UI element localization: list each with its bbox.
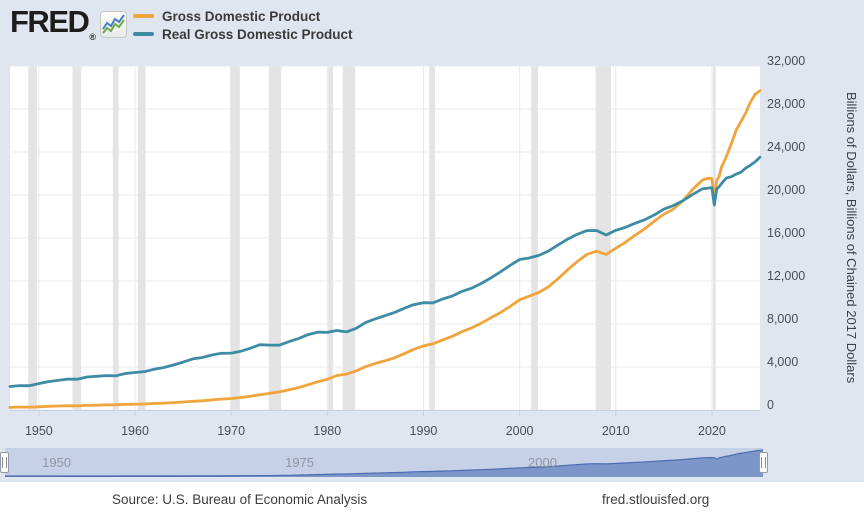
x-axis-tick-label: 1950 xyxy=(24,424,53,438)
recession-band xyxy=(342,66,356,410)
recession-band xyxy=(712,66,716,410)
gdp-chart-plot[interactable] xyxy=(0,0,864,446)
recession-band xyxy=(230,66,240,410)
slider-handle-left[interactable] xyxy=(0,452,9,473)
x-axis-tick-label: 1990 xyxy=(409,424,438,438)
legend: Gross Domestic Product Real Gross Domest… xyxy=(133,7,353,43)
recession-band xyxy=(268,66,282,410)
x-axis-tick-label: 2000 xyxy=(505,424,534,438)
slider-year-label: 2000 xyxy=(528,455,557,470)
slider-area-fill xyxy=(5,450,763,477)
x-axis-tick-label: 1970 xyxy=(217,424,246,438)
y-axis-tick-label: 24,000 xyxy=(767,140,806,154)
registered-mark: ® xyxy=(89,32,96,42)
y-axis-tick-label: 20,000 xyxy=(767,183,806,197)
y-axis-tick-label: 4,000 xyxy=(767,355,799,369)
fred-logo[interactable]: FRED® xyxy=(10,4,96,42)
slider-year-label: 1975 xyxy=(285,455,315,470)
gdp-line xyxy=(8,89,762,409)
slider-year-label: 1950 xyxy=(42,455,72,470)
x-axis-tick-label: 2010 xyxy=(601,424,630,438)
gdp-series-swatch xyxy=(133,14,154,18)
recession-band xyxy=(429,66,435,410)
legend-item-real-gdp[interactable]: Real Gross Domestic Product xyxy=(133,25,353,43)
slider-area-line xyxy=(5,449,763,477)
recession-band xyxy=(595,66,611,410)
date-range-slider[interactable]: 1950 1975 2000 xyxy=(0,448,768,477)
x-axis-tick-label: 1980 xyxy=(313,424,342,438)
recession-band xyxy=(531,66,538,410)
y-axis-tick-label: 8,000 xyxy=(767,312,799,326)
slider-preview-area xyxy=(5,449,763,477)
recession-band xyxy=(28,66,37,410)
x-axis-tick-label: 1960 xyxy=(121,424,149,438)
slider-handle-right[interactable] xyxy=(759,452,768,473)
real-gdp-series-swatch xyxy=(133,32,154,36)
y-axis-tick-label: 28,000 xyxy=(767,97,806,111)
y-axis-tick-label: 12,000 xyxy=(767,269,806,283)
header: FRED® Gross Domestic Product Real Gross … xyxy=(0,0,864,50)
recession-band xyxy=(328,66,334,410)
line-chart-icon xyxy=(100,11,127,38)
real-gdp-series-label: Real Gross Domestic Product xyxy=(162,26,353,42)
footer: Source: U.S. Bureau of Economic Analysis… xyxy=(0,482,864,520)
legend-item-gdp[interactable]: Gross Domestic Product xyxy=(133,7,353,25)
recession-band xyxy=(112,66,119,410)
gdp-series-label: Gross Domestic Product xyxy=(162,8,321,24)
real-gdp-line xyxy=(8,155,762,388)
source-text: Source: U.S. Bureau of Economic Analysis xyxy=(112,492,368,507)
y-axis-tick-label: 32,000 xyxy=(767,54,806,68)
recession-band xyxy=(137,66,146,410)
fred-site-link[interactable]: fred.stlouisfed.org xyxy=(602,492,710,507)
x-axis-tick-label: 2020 xyxy=(698,424,726,438)
recession-band xyxy=(72,66,82,410)
y-axis-tick-label: 0 xyxy=(767,398,774,412)
y-axis-title: Billions of Dollars, Billions of Chained… xyxy=(844,92,859,384)
y-axis-tick-label: 16,000 xyxy=(767,226,806,240)
